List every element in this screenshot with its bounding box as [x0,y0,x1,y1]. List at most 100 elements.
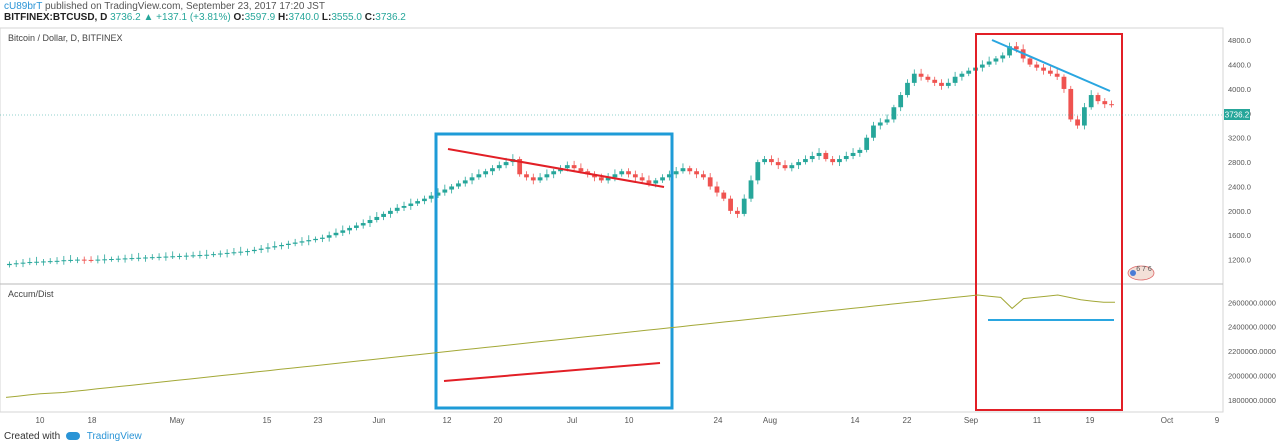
candle-body [408,203,414,206]
candle-body [197,255,203,257]
price-tick-label: 2800.0 [1228,158,1251,167]
candle-body [891,107,897,120]
time-tick-label: Jul [567,416,577,425]
candle-body [61,260,67,262]
time-tick-label: Jun [373,416,386,425]
candle-body [143,257,148,259]
candle-body [163,256,169,258]
time-tick-label: 18 [88,416,97,425]
indicator-badge[interactable]: 6 7 6 [1127,265,1155,281]
price-tick-label: 2400.0 [1228,182,1251,191]
candle-body [864,137,870,150]
candle-body [88,259,94,261]
candle-body [646,180,652,184]
candle-body [571,165,577,169]
published-text: published on TradingView.com, September … [44,1,325,12]
accum-uptrend-line [443,362,661,382]
candle-body [1013,46,1019,50]
candle-body [47,261,53,263]
accum-tick-label: 2000000.0000 [1228,371,1276,380]
candle-body [34,261,39,263]
candle-body [796,162,802,166]
candle-body [122,258,128,260]
price-chart[interactable]: Bitcoin / Dollar, D, BITFINEX Accum/Dist… [0,0,1280,430]
candle-body [319,237,325,239]
time-tick-label: Oct [1161,416,1174,425]
candle-body [748,180,754,199]
candle-body [442,189,448,193]
candle-body [871,125,876,138]
candle-body [428,195,434,199]
ohlc-low: L:3555.0 [321,12,362,23]
candle-body [803,159,808,163]
candle-body [707,177,713,187]
candle-body [517,159,523,175]
time-tick-label: 24 [714,416,723,425]
candle-body [27,262,33,264]
accum-axis[interactable]: 2600000.0000 2400000.0000 2200000.0000 2000… [1228,298,1276,405]
candle-body [211,254,216,256]
candle-body [435,192,441,196]
candle-body [238,251,244,253]
time-tick-label: 14 [851,416,860,425]
symbol-name: BITFINEX:BTCUSD, D [4,12,108,23]
candle-body [251,249,257,252]
candle-body [1007,46,1012,56]
tradingview-link[interactable]: TradingView [86,431,142,442]
candle-body [1095,95,1101,102]
time-tick-label: 23 [314,416,323,425]
candle-body [911,73,917,83]
candle-body [292,242,298,244]
candle-body [299,241,305,243]
candle-body [496,165,502,169]
time-tick-label: 15 [263,416,272,425]
candle-body [694,171,699,175]
candle-body [524,174,529,178]
candle-body [204,254,210,256]
candle-body [918,73,924,77]
candle-body [1068,88,1074,120]
candle-body [843,156,849,160]
accum-tick-label: 2400000.0000 [1228,323,1276,332]
candle-body [265,247,271,249]
time-tick-label: 10 [625,416,634,425]
candle-body [183,255,189,257]
symbol-info: BITFINEX:BTCUSD, D 3736.2 ▲ +137.1 (+3.8… [4,12,406,23]
candle-body [449,186,455,190]
candle-body [612,174,618,178]
price-tick-label: 4000.0 [1228,85,1251,94]
candle-body [741,198,747,214]
price-pane-title: Bitcoin / Dollar, D, BITFINEX [8,33,123,43]
author-link[interactable]: cU89brT [4,1,43,12]
candle-body [932,79,938,83]
candle-body [490,168,495,172]
candle-body [149,257,155,259]
candle-body [673,171,679,175]
accum-tick-label: 2200000.0000 [1228,347,1276,356]
candle-body [354,225,359,228]
ohlc-open: O:3597.9 [233,12,276,23]
candle-body [279,244,284,247]
candle-body [666,174,672,178]
candle-body [530,177,536,181]
candle-body [326,235,332,238]
time-tick-label: Aug [763,416,777,425]
candle-body [782,165,788,169]
candle-body [966,70,972,74]
price-axis[interactable]: 4800.04400.04000.03600.03200.02800.02400… [1228,36,1251,264]
candle-body [762,159,767,163]
ohlc-high: H:3740.0 [277,12,320,23]
candle-body [680,168,686,172]
last-price-marker: 3736.2 [0,109,1250,120]
candle-body [476,174,482,178]
time-axis[interactable]: 10 18 May 15 23 Jun 12 20 Jul 10 24 Aug 14 22 Sep 11 19 O… [36,416,1220,425]
candle-body [830,159,836,163]
candle-body [156,256,162,258]
candle-body [272,246,278,248]
chart-frame [0,27,1224,413]
candle-body [939,82,944,86]
candle-body [728,198,733,211]
candle-body [537,177,543,181]
candle-body [660,177,665,181]
last-price: 3736.2 [110,12,141,23]
